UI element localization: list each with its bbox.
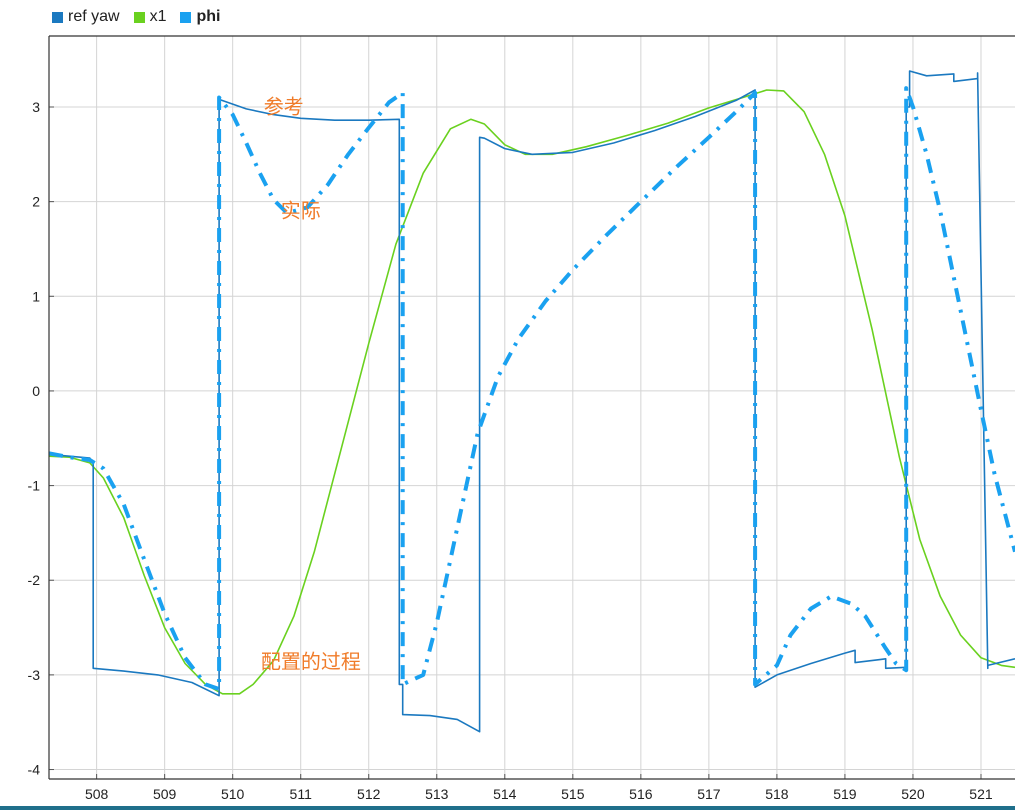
x-tick-label: 513 <box>425 786 449 802</box>
legend-swatch-ref-yaw <box>52 11 63 23</box>
x-tick-label: 512 <box>357 786 381 802</box>
legend-label-ref-yaw: ref yaw <box>68 8 120 25</box>
legend-swatch-x1 <box>133 11 145 23</box>
x-tick-label: 518 <box>765 786 789 802</box>
legend: ref yaw x1 phi <box>52 6 220 28</box>
x-tick-label: 511 <box>290 786 313 802</box>
annotation-label: 参考 <box>264 95 304 119</box>
axes-frame <box>48 35 1015 780</box>
annotation-label: 配置的过程 <box>261 649 361 673</box>
y-tick-label: 3 <box>32 99 40 115</box>
window-bottom-bar <box>0 806 1015 810</box>
y-tick-label: 2 <box>32 194 40 210</box>
tick-labels: 508 509 510 511 512 513 514 515 516 517 518 519 520 5… <box>28 99 993 802</box>
legend-label-phi: phi <box>196 8 221 25</box>
y-tick-label: -3 <box>28 667 41 683</box>
grid <box>49 36 1015 779</box>
x-tick-label: 509 <box>153 786 177 802</box>
x-tick-label: 510 <box>221 786 245 802</box>
x-tick-label: 520 <box>901 786 925 802</box>
legend-item-x1[interactable]: x1 <box>133 8 167 26</box>
legend-label-x1: x1 <box>149 8 167 25</box>
legend-item-phi[interactable]: phi <box>180 8 220 26</box>
y-tick-label: -4 <box>28 762 41 778</box>
x-tick-label: 515 <box>561 786 585 802</box>
x-tick-label: 516 <box>629 786 653 802</box>
x-tick-label: 508 <box>85 786 109 802</box>
x-tick-label: 521 <box>969 786 993 802</box>
series-lines <box>49 70 1015 733</box>
plot-background <box>49 36 1015 779</box>
y-tick-label: -2 <box>28 572 41 588</box>
legend-item-ref-yaw[interactable]: ref yaw <box>52 8 120 26</box>
x-tick-label: 517 <box>697 786 721 802</box>
x-tick-label: 514 <box>493 786 517 802</box>
y-tick-label: 0 <box>32 383 40 399</box>
legend-swatch-phi <box>180 11 192 23</box>
x-tick-label: 519 <box>833 786 857 802</box>
annotation-label: 实际 <box>281 199 321 223</box>
series-line-x1 <box>49 89 1015 695</box>
y-tick-label: -1 <box>28 478 41 494</box>
y-tick-label: 1 <box>32 288 40 304</box>
